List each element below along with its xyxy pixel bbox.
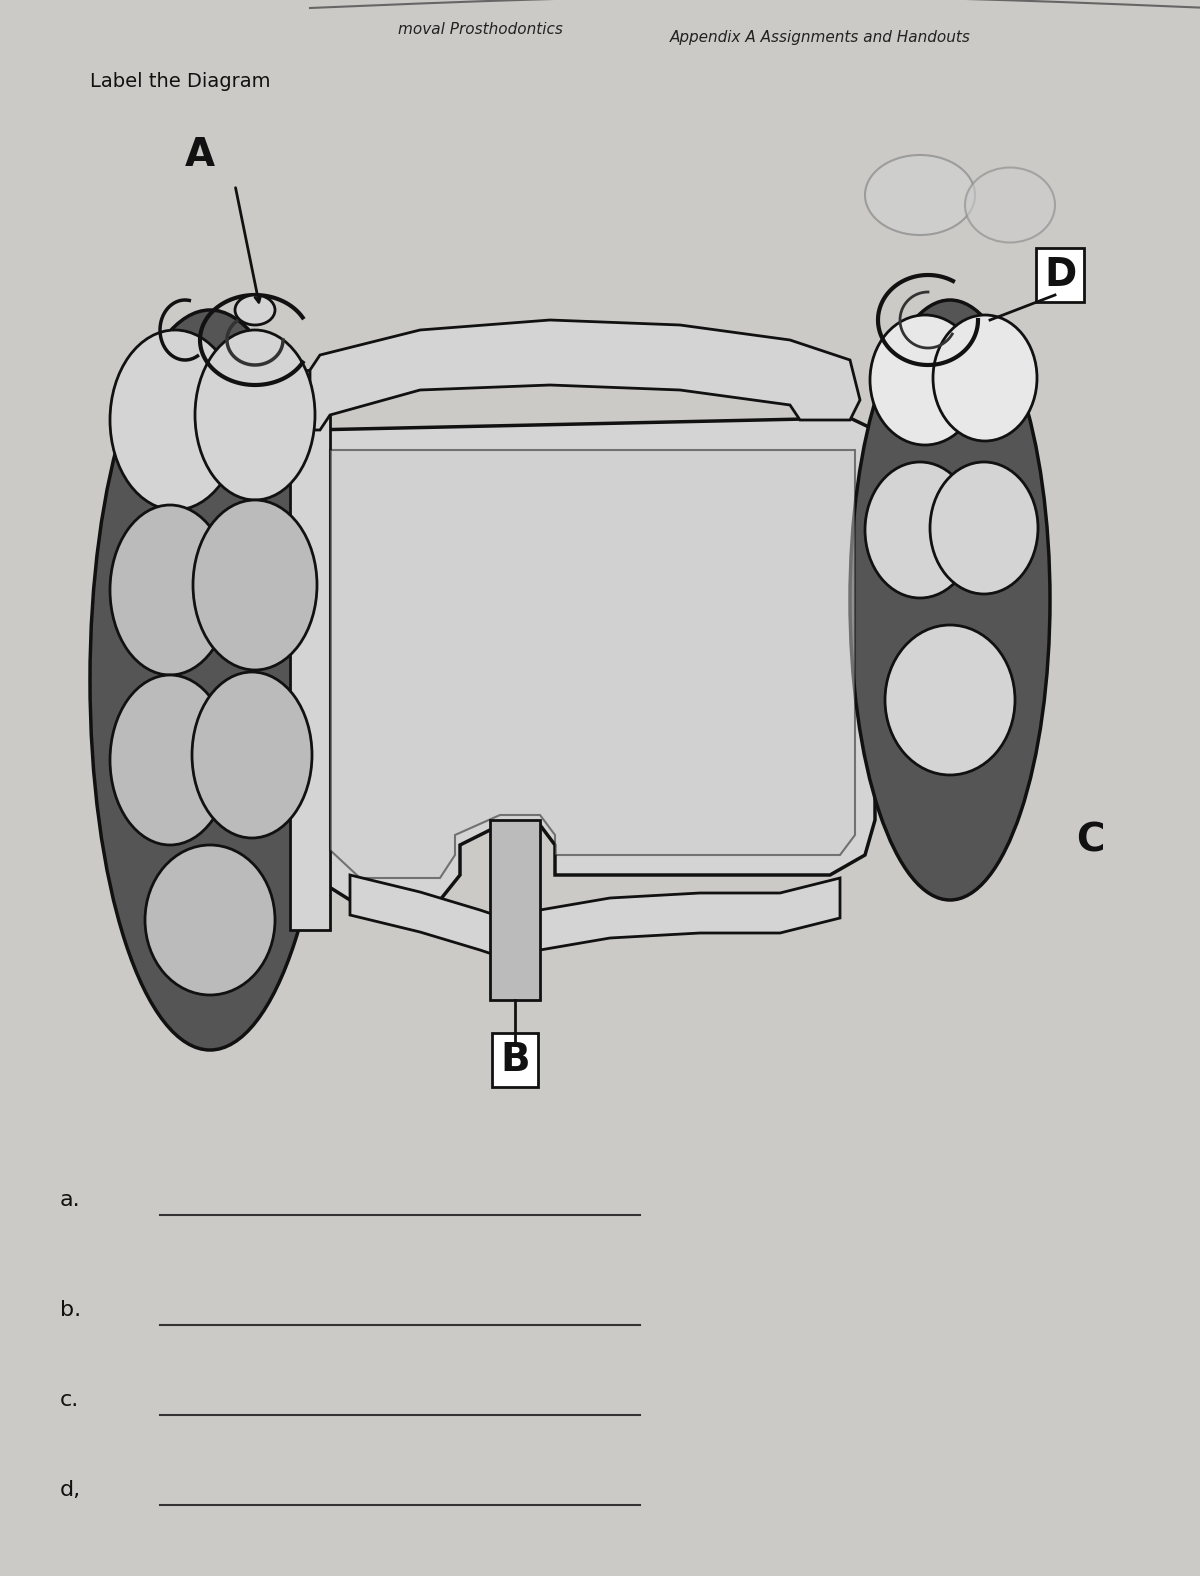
Ellipse shape (192, 671, 312, 838)
Polygon shape (330, 451, 854, 878)
Ellipse shape (870, 315, 980, 444)
Polygon shape (490, 820, 540, 1001)
Polygon shape (310, 320, 860, 430)
Ellipse shape (965, 167, 1055, 243)
Bar (290, 370, 330, 930)
Text: moval Prosthodontics: moval Prosthodontics (397, 22, 563, 36)
Text: D: D (1044, 255, 1076, 295)
Ellipse shape (886, 626, 1015, 775)
Ellipse shape (193, 500, 317, 670)
Ellipse shape (110, 329, 240, 511)
Text: b.: b. (60, 1300, 82, 1321)
Ellipse shape (934, 315, 1037, 441)
Polygon shape (350, 875, 840, 960)
Text: A: A (185, 136, 215, 173)
Text: C: C (1075, 821, 1104, 859)
Polygon shape (310, 418, 875, 900)
Text: c.: c. (60, 1390, 79, 1411)
Text: B: B (500, 1042, 530, 1080)
Text: Label the Diagram: Label the Diagram (90, 72, 270, 91)
Text: a.: a. (60, 1190, 80, 1210)
Ellipse shape (850, 299, 1050, 900)
Text: d,: d, (60, 1480, 82, 1500)
Ellipse shape (194, 329, 314, 500)
Ellipse shape (235, 295, 275, 325)
Ellipse shape (110, 504, 230, 675)
Ellipse shape (145, 845, 275, 994)
Ellipse shape (865, 154, 974, 235)
Ellipse shape (110, 675, 230, 845)
Ellipse shape (90, 310, 330, 1050)
Text: Appendix A Assignments and Handouts: Appendix A Assignments and Handouts (670, 30, 971, 46)
Ellipse shape (865, 462, 974, 597)
Ellipse shape (930, 462, 1038, 594)
